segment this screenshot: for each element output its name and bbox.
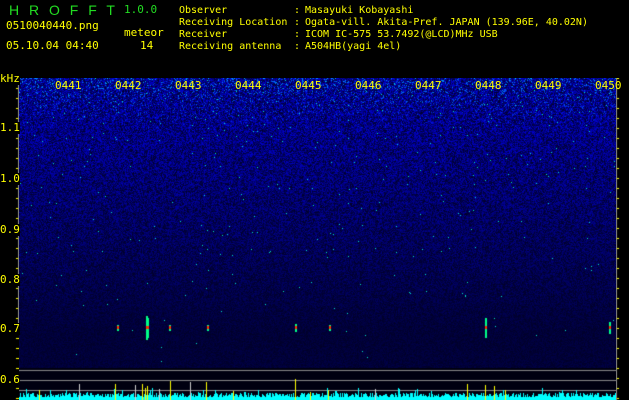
time-tick: 0443 xyxy=(175,79,202,92)
info-colon: : xyxy=(294,17,301,28)
time-tick: 0441 xyxy=(55,79,82,92)
spectrogram xyxy=(19,78,616,400)
time-tick: 0449 xyxy=(535,79,562,92)
info-colon: : xyxy=(294,29,301,40)
file-name: 0510040440.png xyxy=(6,19,99,32)
axis-unit: kHz xyxy=(0,72,20,85)
time-tick: 0444 xyxy=(235,79,262,92)
app-version: 1.0.0 xyxy=(124,3,158,16)
time-tick: 0447 xyxy=(415,79,442,92)
info-value-receiver: ICOM IC-575 53.7492(@LCD)MHz USB xyxy=(305,29,498,40)
info-label-receiver: Receiver xyxy=(179,29,228,40)
time-tick: 0448 xyxy=(475,79,502,92)
app-logo: H R O F F T xyxy=(9,2,118,18)
freq-tick: 0.7 xyxy=(0,322,20,335)
time-tick: 0442 xyxy=(115,79,142,92)
freq-tick: 1.0 xyxy=(0,172,20,185)
freq-tick: 0.9 xyxy=(0,223,20,236)
meteor-label: meteor xyxy=(124,26,164,39)
freq-tick: 1.1 xyxy=(0,121,20,134)
info-colon: : xyxy=(294,5,301,16)
info-label-observer: Observer xyxy=(179,5,228,16)
right-axis xyxy=(616,78,629,400)
frequency-axis xyxy=(0,78,19,400)
info-label-antenna: Receiving antenna xyxy=(179,41,282,52)
freq-tick: 0.8 xyxy=(0,273,20,286)
info-value-observer: Masayuki Kobayashi xyxy=(305,5,414,16)
meteor-count: 14 xyxy=(140,39,154,52)
time-tick: 0445 xyxy=(295,79,322,92)
time-tick: 0450 xyxy=(595,79,622,92)
file-datetime: 05.10.04 04:40 xyxy=(6,39,99,52)
info-colon: : xyxy=(294,41,301,52)
info-value-location: Ogata-vill. Akita-Pref. JAPAN (139.96E, … xyxy=(305,17,588,28)
info-value-antenna: A504HB(yagi 4el) xyxy=(305,41,402,52)
time-tick: 0446 xyxy=(355,79,382,92)
freq-tick: 0.6 xyxy=(0,373,20,386)
info-label-location: Receiving Location xyxy=(179,17,288,28)
